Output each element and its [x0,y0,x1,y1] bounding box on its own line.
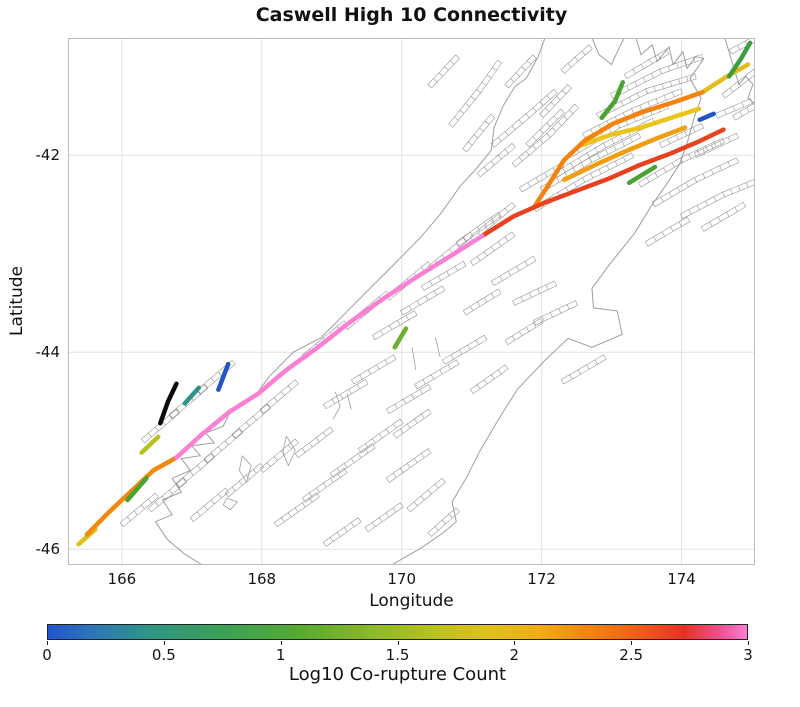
x-tick-label: 170 [387,570,417,588]
rupture-trace-upper-green-2 [626,164,658,186]
x-tick-label: 166 [107,570,137,588]
colorbar-tick-mark [631,641,633,645]
colorbar-gradient [47,624,748,640]
rupture-trace-southwest-green [125,476,149,503]
x-axis-label: Longitude [369,591,454,611]
colorbar-label: Log10 Co-rupture Count [288,664,507,685]
rupture-trace-southwest-blue [216,361,231,392]
rupture-trace-central-green [392,326,409,350]
coastline [591,38,625,66]
lake-outline [332,391,341,420]
colorbar-tick-label: 3 [743,646,753,664]
colorbar-tick-mark [748,641,749,645]
rupture-trace-south-orange [84,455,179,537]
x-tick-label: 168 [247,570,277,588]
lake-outline [434,337,441,358]
rupture-trace-clarence-orange [561,125,688,183]
rupture-trace-northeast-blue [697,111,716,123]
colorbar-tick-mark [397,641,399,645]
fault-sections [119,38,755,547]
colorbar-tick-label: 1 [275,646,286,664]
colorbar-tick-label: 1.5 [385,646,410,664]
plot-area [68,38,755,565]
rupture-trace-alpine-pink [174,233,485,460]
rupture-trace-hope-red [479,127,726,239]
figure-title: Caswell High 10 Connectivity [255,4,568,26]
map-plot [68,38,755,565]
y-tick-label: -42 [35,146,61,165]
lake-outline [238,455,252,484]
colorbar-tick-label: 2.5 [619,646,644,664]
colorbar-tick-mark [514,641,516,645]
colorbar-tick-mark [47,641,48,645]
rupture-trace-northeast-green [726,40,753,79]
rupture-trace-alpine-north-orange [532,89,705,209]
lake-outline [222,497,238,511]
rupture-trace-northeast-yellow [700,62,751,95]
colorbar-tick-label: 0.5 [151,646,176,664]
x-tick-label: 174 [667,570,696,588]
rupture-trace-southwest-yellowgreen [139,434,161,455]
lake-outline [411,347,417,371]
coastline [635,38,705,70]
rupture-trace-southwest-teal [182,385,202,406]
coastline [154,38,546,565]
y-tick-label: -44 [35,343,61,362]
colorbar-tick-label: 2 [509,646,520,664]
x-tick-label: 172 [527,570,556,588]
y-tick-label: -46 [35,540,61,559]
rupture-trace-awatere-yellow [578,106,702,148]
plot-frame [68,38,755,565]
lake-outline [282,435,296,467]
colorbar-tick-label: 0 [42,646,52,664]
rupture-trace-upper-green-1 [599,80,626,121]
colorbar-tick-mark [280,641,282,645]
colorbar-tick-mark [163,641,165,645]
y-axis-label: Latitude [7,266,27,336]
rupture-trace-caswell-target-black [158,381,179,426]
